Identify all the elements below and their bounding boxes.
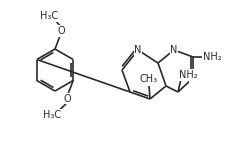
Text: H₃C: H₃C [40, 11, 58, 21]
Text: H₃C: H₃C [43, 110, 61, 119]
Text: N: N [189, 73, 197, 83]
Text: N: N [170, 45, 178, 55]
Text: CH₃: CH₃ [140, 74, 158, 84]
Text: O: O [57, 26, 65, 36]
Text: O: O [63, 93, 71, 103]
Text: NH₂: NH₂ [179, 70, 197, 80]
Text: NH₂: NH₂ [203, 52, 221, 62]
Text: N: N [134, 45, 142, 55]
